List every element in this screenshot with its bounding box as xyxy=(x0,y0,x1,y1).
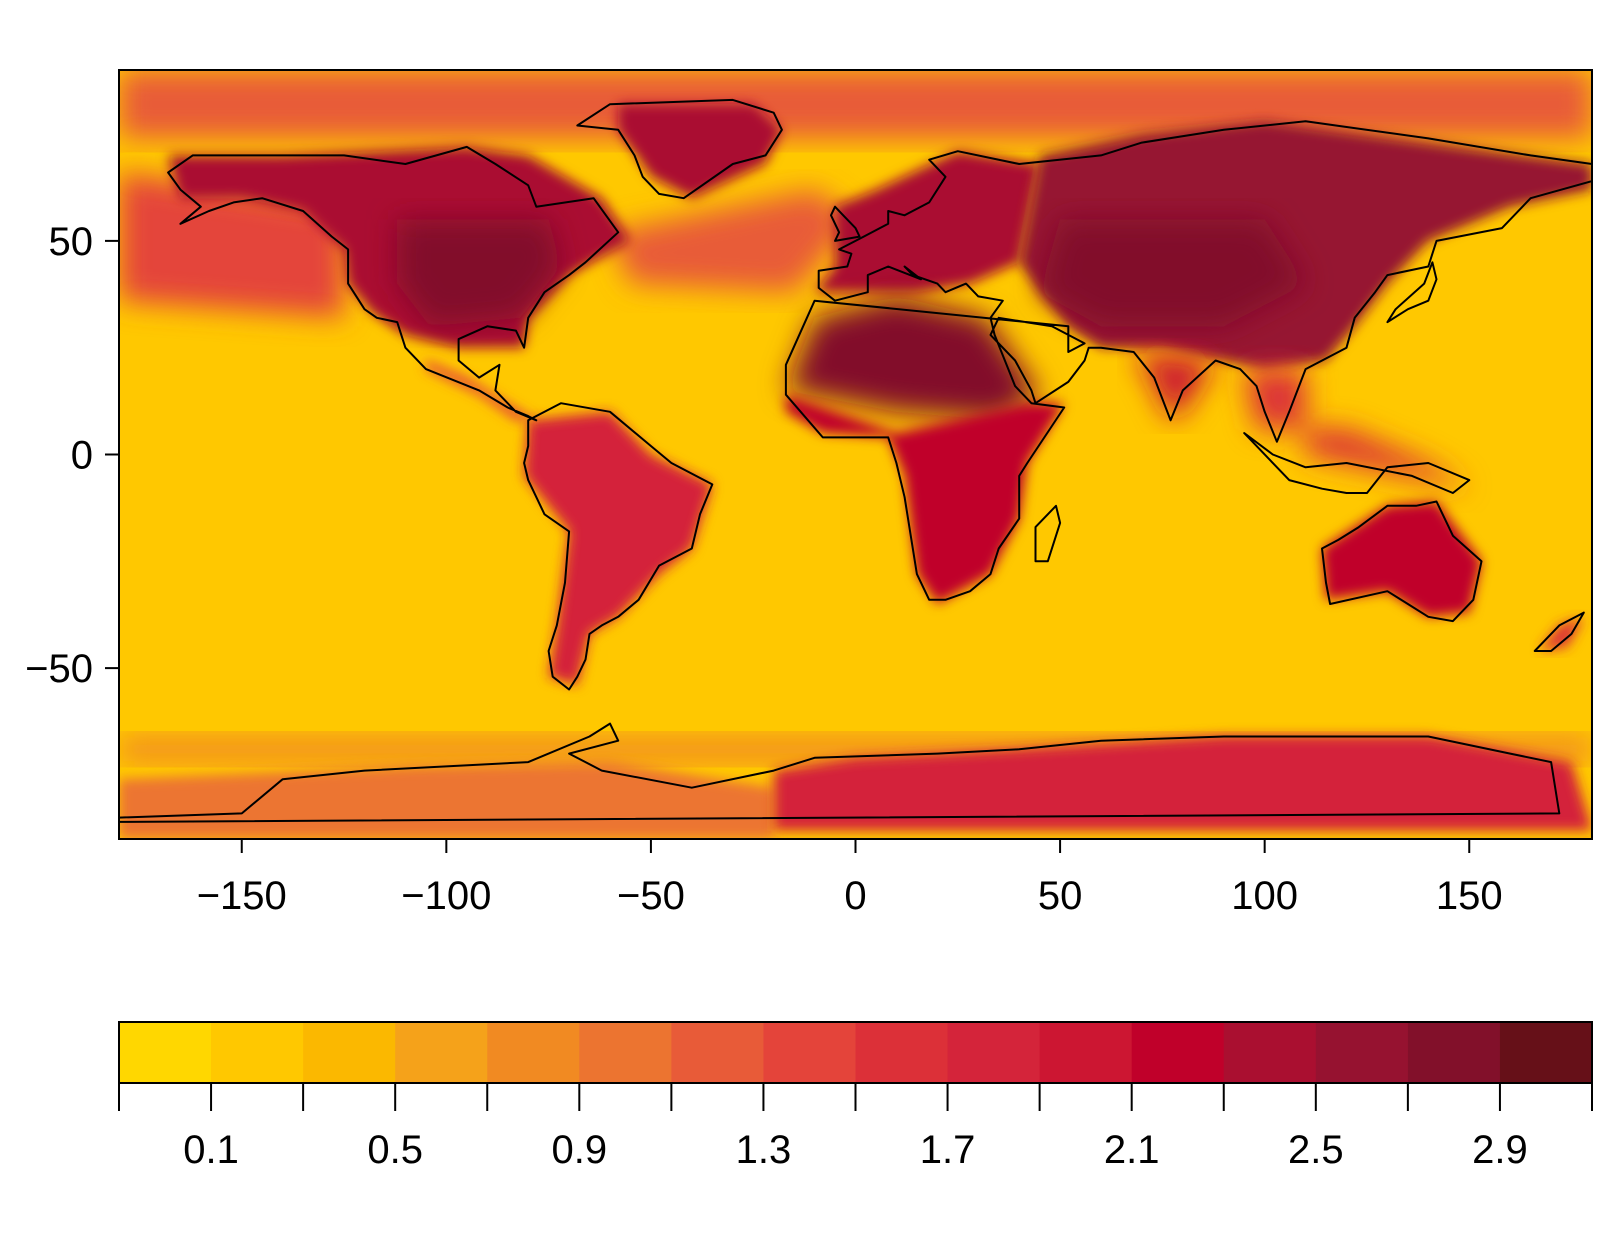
heatmap-cell-new-zealand xyxy=(1538,616,1584,651)
colorbar-swatch xyxy=(1223,1022,1317,1083)
colorbar-tick-label: 0.9 xyxy=(552,1128,608,1172)
heatmap-cell-greenland xyxy=(618,104,782,199)
coastline-north-america xyxy=(167,145,620,422)
heatmap-cell-north-pacific xyxy=(119,172,344,318)
colorbar-tick-label: 2.1 xyxy=(1104,1128,1160,1172)
colorbar-swatch xyxy=(1407,1022,1501,1083)
heatmap-cell-sahara xyxy=(785,296,1040,421)
colorbar-swatch xyxy=(1131,1022,1225,1083)
colorbar-swatch xyxy=(947,1022,1041,1083)
heatmap-cell-central-north-america xyxy=(397,219,561,327)
y-tick-label: −50 xyxy=(25,647,93,691)
coastline-antarctica xyxy=(119,722,1561,823)
colorbar-swatch xyxy=(671,1022,764,1083)
coastline-uk xyxy=(830,205,861,242)
colorbar-tick-label: 2.9 xyxy=(1472,1128,1528,1172)
colorbar-swatch xyxy=(579,1022,672,1083)
heatmap-cell-africa-south xyxy=(785,394,1065,604)
y-tick-label: 50 xyxy=(49,220,94,264)
coastline-indonesia xyxy=(1243,432,1471,494)
colorbar-tick-label: 1.3 xyxy=(736,1128,792,1172)
heatmap-cell-europe xyxy=(814,151,1040,293)
coastline-australia xyxy=(1321,500,1483,623)
colorbar: 0.1 0.5 0.9 1.3 1.7 2.1 2.5 2.9 xyxy=(118,1021,1593,1172)
x-tick-label: −50 xyxy=(617,874,685,918)
x-tick-label: −150 xyxy=(197,874,287,918)
coastline-new-zealand xyxy=(1533,611,1585,652)
heatmap-cell-australia xyxy=(1322,501,1482,617)
colorbar-swatch xyxy=(119,1022,212,1083)
colorbar-swatch xyxy=(211,1022,304,1083)
x-tick-label: −100 xyxy=(401,874,491,918)
colorbar-swatch xyxy=(487,1022,580,1083)
heatmap-cell-antarctica-east xyxy=(773,736,1592,831)
colorbar-tick-label: 1.7 xyxy=(920,1128,976,1172)
x-axis: −150 −100 −50 0 50 100 150 xyxy=(197,839,1503,918)
x-tick-label: 100 xyxy=(1231,874,1298,918)
colorbar-tick-label: 0.5 xyxy=(367,1128,423,1172)
y-tick-label: 0 xyxy=(71,434,93,478)
heatmap-cell-arctic-ocean xyxy=(119,70,1592,139)
colorbar-tick-label: 0.1 xyxy=(183,1128,239,1172)
y-axis: −50 0 50 xyxy=(25,220,119,691)
heatmap-cell-india xyxy=(1133,352,1216,421)
coastline-japan xyxy=(1386,261,1438,324)
heatmap-cell-north-atlantic xyxy=(610,189,856,293)
coastlines xyxy=(119,98,1592,823)
coastline-south-america xyxy=(523,402,714,691)
heatmap-cell-southeast-asia xyxy=(1244,369,1470,489)
colorbar-swatch xyxy=(395,1022,488,1083)
colorbar-swatch xyxy=(1315,1022,1409,1083)
heatmap-cell-central-asia xyxy=(1039,219,1306,327)
heatmap-cell-south-america xyxy=(524,411,713,686)
colorbar-swatch xyxy=(303,1022,396,1083)
x-tick-label: 50 xyxy=(1038,874,1083,918)
x-tick-label: 0 xyxy=(844,874,866,918)
colorbar-swatch xyxy=(1039,1022,1133,1083)
colorbar-swatch xyxy=(763,1022,856,1083)
heatmap-field xyxy=(119,70,1592,839)
coastline-madagascar xyxy=(1034,504,1062,563)
colorbar-swatch xyxy=(855,1022,949,1083)
coastline-greenland xyxy=(576,98,783,200)
x-tick-label: 150 xyxy=(1436,874,1503,918)
colorbar-tick-label: 2.5 xyxy=(1288,1128,1344,1172)
colorbar-swatch xyxy=(1499,1022,1593,1083)
coastline-eurasia-africa xyxy=(784,120,1592,601)
